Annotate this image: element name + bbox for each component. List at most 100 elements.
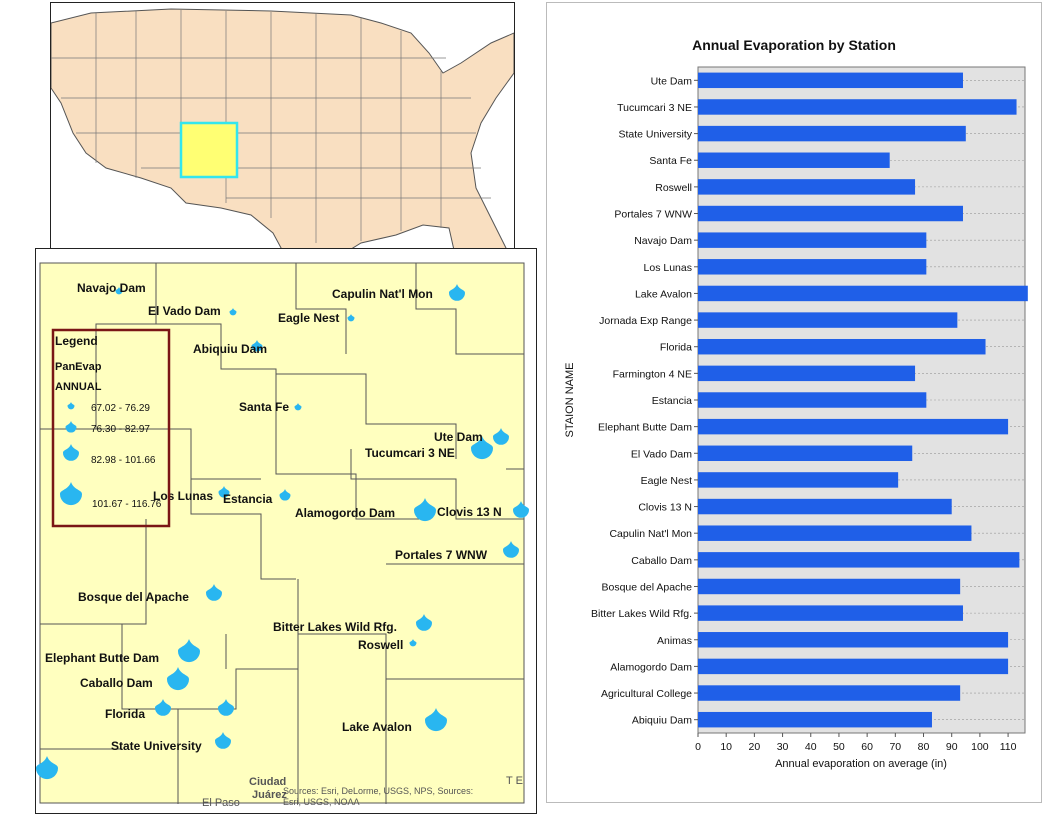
station-marker-elephant-butte-dam	[178, 639, 200, 663]
chart-panel: Annual Evaporation by Station Ute Dam Tuc…	[546, 2, 1042, 803]
bar-santa-fe	[698, 152, 890, 168]
us-locator-map	[50, 2, 515, 260]
station-label-alamogordo-dam: Alamogordo Dam	[295, 506, 395, 520]
bar-navajo-dam	[698, 232, 927, 248]
category-label: Agricultural College	[601, 688, 692, 700]
bar-agricultural-college	[698, 685, 961, 701]
city-label-ciudad: Ciudad	[249, 776, 286, 788]
us-land	[51, 8, 514, 259]
station-marker-agricultural-college	[218, 699, 234, 716]
new-mexico-svg: Ciudad Juárez El Paso T E Sources: Esri,…	[36, 262, 529, 809]
station-label-ute-dam: Ute Dam	[434, 430, 483, 444]
category-label: Capulin Nat'l Mon	[609, 528, 692, 540]
chart-bars	[698, 72, 1028, 728]
station-label-roswell: Roswell	[358, 638, 403, 652]
bar-lake-avalon	[698, 285, 1028, 302]
legend-items: 67.02 - 76.29 76.30 - 82.97 82.98 - 101.66…	[60, 402, 162, 510]
bar-los-lunas	[698, 259, 927, 275]
value-tick-label: 10	[720, 741, 732, 753]
city-label-juarez: Juárez	[252, 789, 287, 801]
station-marker-portales-7-wnw	[503, 541, 519, 558]
station-marker-eagle-nest	[347, 314, 355, 322]
value-tick-label: 60	[861, 741, 873, 753]
basemap-labels: Ciudad Juárez El Paso T E Sources: Esri,…	[202, 775, 523, 809]
category-label: Portales 7 WNW	[614, 209, 692, 221]
us-locator-svg	[51, 8, 514, 259]
station-marker-tucumcari-3-ne	[471, 436, 493, 460]
legend-field: ANNUAL	[55, 381, 102, 393]
bar-animas	[698, 632, 1009, 648]
category-label: Navajo Dam	[634, 235, 692, 247]
legend-symbol-3	[63, 444, 79, 461]
legend-title: Legend	[55, 334, 98, 348]
value-tick-label: 40	[805, 741, 817, 753]
value-tick-label: 110	[1000, 741, 1017, 753]
bar-portales-7-wnw	[698, 205, 963, 222]
station-marker-navajo-dam	[115, 287, 123, 295]
category-label: Santa Fe	[649, 155, 692, 167]
category-tick-labels: Ute Dam Tucumcari 3 NE State University San…	[591, 75, 698, 727]
station-marker-santa-fe	[294, 403, 302, 411]
category-label: Bitter Lakes Wild Rfg.	[591, 608, 692, 620]
bar-el-vado-dam	[698, 445, 913, 462]
us-state-lines	[51, 10, 491, 243]
station-markers	[36, 284, 529, 780]
category-label: Eagle Nest	[641, 475, 692, 487]
category-label: Farmington 4 NE	[613, 368, 692, 380]
station-marker-los-lunas	[218, 486, 230, 498]
station-label-los-lunas: Los Lunas	[153, 489, 213, 503]
station-marker-alamogordo-dam	[414, 498, 436, 522]
legend-layer: PanEvap	[55, 361, 102, 373]
category-label: Elephant Butte Dam	[598, 422, 692, 434]
bar-tucumcari-3-ne	[698, 99, 1017, 115]
station-label-clovis-13-n: Clovis 13 N	[437, 505, 502, 519]
bar-bosque-del-apache	[698, 578, 961, 595]
station-label-eagle-nest: Eagle Nest	[278, 311, 339, 325]
station-marker-animas	[36, 756, 58, 780]
category-label: Florida	[660, 342, 692, 354]
station-marker-bosque-del-apache	[206, 584, 222, 601]
category-label: Roswell	[655, 182, 692, 194]
state-land	[39, 262, 525, 804]
station-marker-el-vado-dam	[229, 308, 237, 316]
bar-alamogordo-dam	[698, 658, 1009, 675]
category-label: Ute Dam	[651, 75, 693, 87]
category-label: Bosque del Apache	[602, 581, 693, 593]
bar-caballo-dam	[698, 552, 1020, 568]
station-marker-caballo-dam	[167, 667, 189, 691]
category-label: Estancia	[652, 395, 692, 407]
station-label-bitter-lakes-wild-rfg: Bitter Lakes Wild Rfg.	[273, 620, 397, 634]
x-axis-label: Annual evaporation on average (in)	[775, 758, 947, 770]
legend-symbol-1	[67, 402, 75, 410]
bar-bitter-lakes-wild-rfg	[698, 605, 963, 621]
category-label: Animas	[657, 635, 692, 647]
value-tick-label: 30	[777, 741, 789, 753]
legend-symbol-4	[60, 482, 82, 506]
y-axis-label: STAION NAME	[564, 363, 576, 438]
station-label-state-university: State University	[111, 739, 202, 753]
station-label-tucumcari-3-ne: Tucumcari 3 NE	[365, 446, 455, 460]
station-label-portales-7-wnw: Portales 7 WNW	[395, 548, 488, 562]
legend-label-4: 101.67 - 116.76	[92, 499, 162, 510]
bar-estancia	[698, 392, 927, 408]
bar-farmington-4-ne	[698, 365, 916, 382]
station-marker-abiquiu-dam	[251, 340, 263, 352]
legend-box	[51, 328, 171, 528]
state-label-te: T E	[506, 775, 523, 787]
credits-line-2: Esri, USGS, NOAA	[283, 797, 360, 807]
bar-capulin-nat-l-mon	[698, 525, 972, 541]
category-label: Clovis 13 N	[638, 502, 692, 514]
category-label: Tucumcari 3 NE	[617, 102, 692, 114]
legend-label-2: 76.30 - 82.97	[91, 424, 150, 435]
bar-florida	[698, 338, 986, 355]
station-marker-roswell	[409, 639, 417, 647]
station-label-elephant-butte-dam: Elephant Butte Dam	[45, 651, 159, 665]
category-label: Lake Avalon	[635, 288, 692, 300]
bar-elephant-butte-dam	[698, 418, 1009, 435]
station-marker-florida	[155, 699, 171, 716]
station-label-santa-fe: Santa Fe	[239, 400, 289, 414]
station-label-caballo-dam: Caballo Dam	[80, 676, 153, 690]
value-tick-label: 80	[918, 741, 930, 753]
station-marker-clovis-13-n	[513, 501, 529, 518]
